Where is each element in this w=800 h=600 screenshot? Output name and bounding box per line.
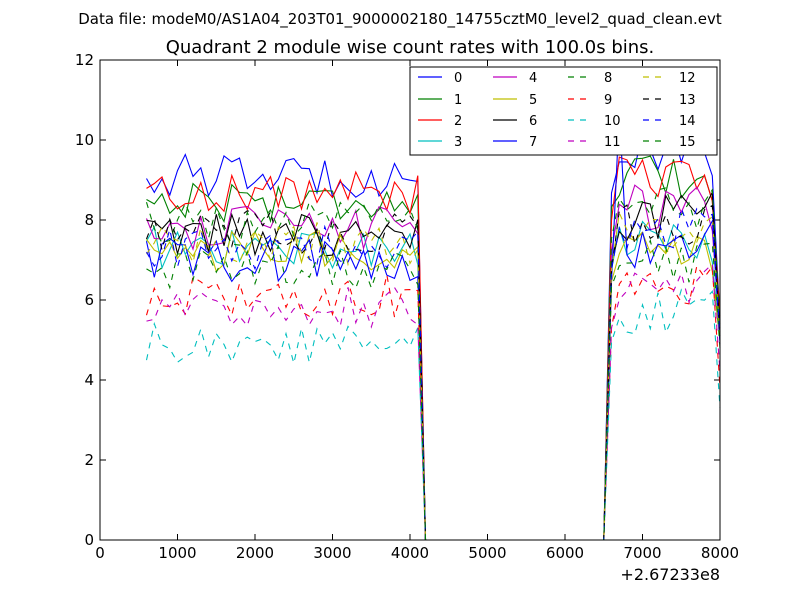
series-line-13 [145, 204, 721, 541]
legend-label-9: 9 [604, 93, 612, 108]
chart-title: Quadrant 2 module wise count rates with … [166, 37, 655, 58]
series-line-8 [145, 187, 721, 541]
legend-label-1: 1 [454, 93, 462, 108]
y-tick-label: 4 [84, 371, 94, 389]
x-tick-label: 1000 [158, 544, 196, 562]
x-tick-label: 6000 [546, 544, 584, 562]
legend-label-0: 0 [454, 71, 462, 86]
x-tick-label: 7000 [623, 544, 661, 562]
x-tick-label: 3000 [313, 544, 351, 562]
x-tick-label: 5000 [468, 544, 506, 562]
legend-label-7: 7 [529, 135, 537, 150]
chart-suptitle: Data file: modeM0/AS1A04_203T01_90000021… [78, 10, 722, 29]
legend-label-8: 8 [604, 71, 612, 86]
series-line-10 [145, 288, 721, 541]
series-line-2 [146, 156, 721, 541]
series-line-15 [146, 238, 721, 541]
x-offset-label: +2.67233e8 [620, 565, 720, 584]
series-line-11 [146, 262, 721, 541]
series-line-5 [146, 229, 721, 541]
legend-label-3: 3 [454, 135, 462, 150]
legend-label-4: 4 [529, 71, 537, 86]
x-tick-label: 8000 [701, 544, 739, 562]
x-axis: 0 1000 2000 3000 4000 5000 6000 7000 8000 [95, 60, 739, 562]
y-tick-label: 0 [84, 531, 94, 549]
legend-label-12: 12 [679, 71, 696, 86]
y-tick-label: 8 [84, 211, 94, 229]
legend-label-2: 2 [454, 114, 462, 129]
series-line-0 [146, 131, 721, 541]
legend-label-11: 11 [604, 135, 621, 150]
series-line-14 [146, 206, 721, 541]
legend-label-5: 5 [529, 93, 537, 108]
series-line-12 [146, 211, 721, 541]
x-tick-label: 4000 [391, 544, 429, 562]
y-tick-label: 6 [84, 291, 94, 309]
series-line-9 [145, 264, 721, 541]
series-layer [145, 111, 721, 541]
series-line-1 [146, 155, 721, 541]
legend-label-6: 6 [529, 114, 537, 129]
x-tick-label: 0 [95, 544, 105, 562]
y-tick-label: 10 [75, 131, 94, 149]
y-tick-label: 12 [75, 51, 94, 69]
legend-label-10: 10 [604, 114, 621, 129]
legend-label-15: 15 [679, 135, 696, 150]
y-tick-label: 2 [84, 451, 94, 469]
legend-label-14: 14 [679, 114, 696, 129]
x-tick-label: 2000 [236, 544, 274, 562]
plot-frame [99, 59, 721, 541]
legend-label-13: 13 [679, 93, 696, 108]
legend-frame [409, 66, 718, 156]
